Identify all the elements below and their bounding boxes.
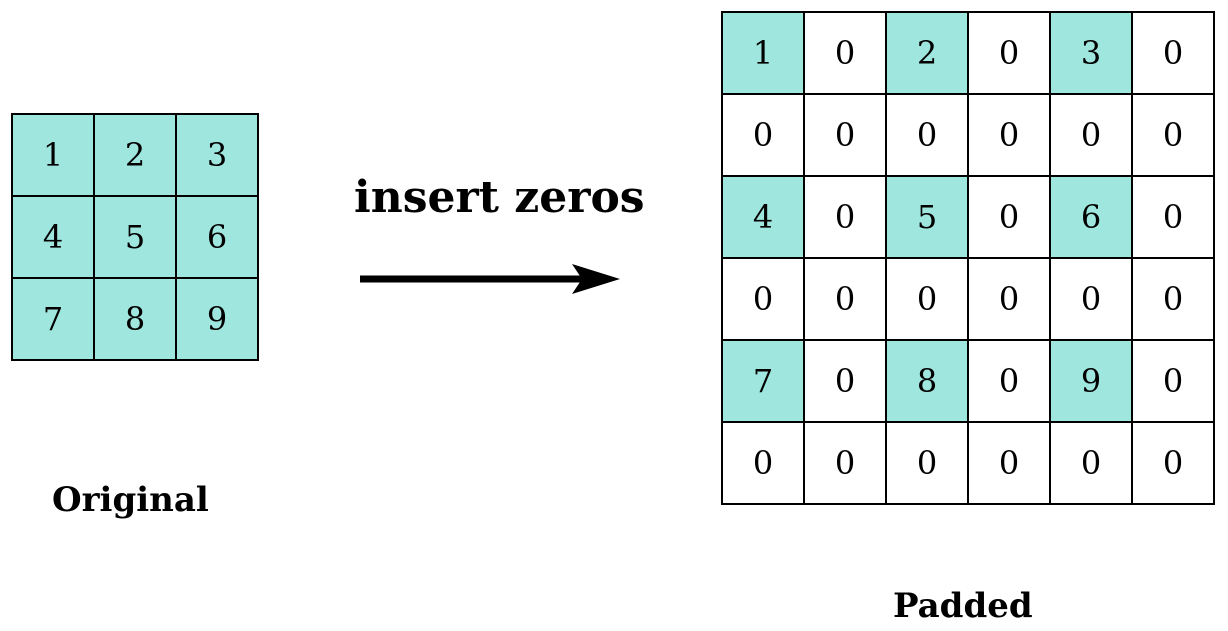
- padded-cell: 0: [887, 259, 969, 341]
- padded-cell: 0: [1051, 423, 1133, 505]
- padded-label: Padded: [893, 586, 1033, 626]
- padded-cell: 8: [887, 341, 969, 423]
- padded-cell: 2: [887, 13, 969, 95]
- padded-cell: 6: [1051, 177, 1133, 259]
- padded-cell: 4: [723, 177, 805, 259]
- padded-cell: 0: [805, 95, 887, 177]
- padded-cell: 0: [887, 423, 969, 505]
- padded-cell: 0: [969, 423, 1051, 505]
- original-cell: 8: [95, 279, 177, 361]
- padded-cell: 0: [1133, 95, 1215, 177]
- padded-cell: 1: [723, 13, 805, 95]
- padded-cell: 0: [805, 13, 887, 95]
- original-cell: 3: [177, 115, 259, 197]
- padded-cell: 0: [1133, 177, 1215, 259]
- padded-cell: 0: [1133, 13, 1215, 95]
- original-cell: 7: [13, 279, 95, 361]
- operation-label: insert zeros: [354, 172, 645, 223]
- padded-cell: 5: [887, 177, 969, 259]
- padded-cell: 0: [969, 95, 1051, 177]
- padded-cell: 0: [1133, 259, 1215, 341]
- padded-cell: 0: [723, 423, 805, 505]
- padded-cell: 0: [805, 341, 887, 423]
- original-label: Original: [52, 480, 209, 520]
- padded-cell: 0: [1051, 95, 1133, 177]
- padded-cell: 0: [969, 13, 1051, 95]
- padded-cell: 0: [805, 177, 887, 259]
- original-cell: 9: [177, 279, 259, 361]
- padded-cell: 0: [723, 95, 805, 177]
- padded-cell: 0: [723, 259, 805, 341]
- padded-cell: 7: [723, 341, 805, 423]
- padded-cell: 0: [969, 341, 1051, 423]
- padded-cell: 0: [805, 423, 887, 505]
- padded-matrix: 1 0 2 0 3 0 0 0 0 0 0 0 4 0 5 0 6 0 0 0 …: [721, 11, 1215, 505]
- padded-cell: 0: [969, 177, 1051, 259]
- original-cell: 1: [13, 115, 95, 197]
- padded-cell: 0: [1133, 341, 1215, 423]
- original-cell: 6: [177, 197, 259, 279]
- original-cell: 5: [95, 197, 177, 279]
- padded-cell: 3: [1051, 13, 1133, 95]
- padded-cell: 0: [1133, 423, 1215, 505]
- original-cell: 2: [95, 115, 177, 197]
- right-arrow-icon: [360, 264, 620, 294]
- padded-cell: 0: [1051, 259, 1133, 341]
- padded-cell: 0: [969, 259, 1051, 341]
- original-cell: 4: [13, 197, 95, 279]
- padded-cell: 0: [887, 95, 969, 177]
- padded-cell: 9: [1051, 341, 1133, 423]
- padded-cell: 0: [805, 259, 887, 341]
- original-matrix: 1 2 3 4 5 6 7 8 9: [11, 113, 259, 361]
